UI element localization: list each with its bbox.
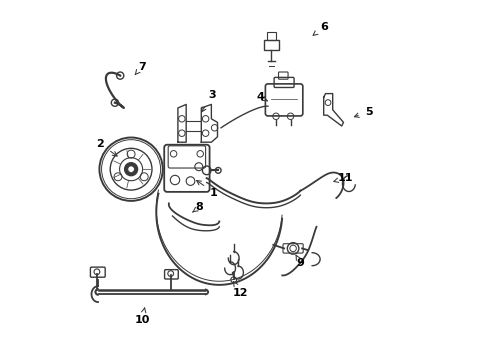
Text: 8: 8 — [192, 202, 203, 212]
Text: 3: 3 — [201, 90, 216, 112]
Text: 9: 9 — [295, 255, 304, 268]
Text: 7: 7 — [135, 62, 145, 75]
Text: 10: 10 — [134, 308, 149, 325]
Text: 11: 11 — [333, 173, 352, 183]
Text: 2: 2 — [97, 139, 117, 156]
Bar — [266, 32, 275, 40]
Circle shape — [127, 166, 134, 172]
Text: 6: 6 — [312, 22, 327, 35]
Bar — [264, 40, 278, 50]
Text: 1: 1 — [196, 180, 217, 198]
Circle shape — [124, 163, 137, 176]
Text: 5: 5 — [354, 107, 372, 117]
Text: 12: 12 — [233, 282, 248, 298]
Text: 4: 4 — [256, 92, 267, 102]
